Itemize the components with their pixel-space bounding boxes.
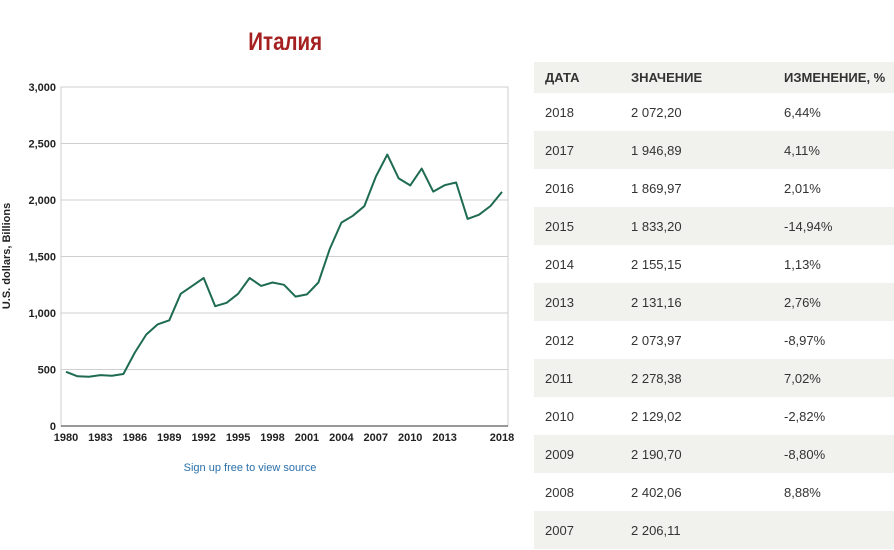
gridlines — [61, 86, 508, 427]
y-tick-label: 2,000 — [28, 195, 56, 207]
x-tick-label: 1998 — [260, 432, 284, 444]
cell-change: 2,01% — [784, 180, 821, 196]
cell-value: 2 131,16 — [620, 283, 773, 321]
table-row: 2014 2 155,15 1,13% — [534, 245, 894, 283]
cell-value: 2 072,20 — [631, 104, 682, 120]
cell-date: 2017 — [534, 131, 620, 169]
cell-date: 2008 — [545, 484, 574, 500]
series-lines — [65, 153, 503, 378]
x-tick-label: 1980 — [54, 432, 78, 444]
table-row: 2007 2 206,11 — [534, 511, 894, 549]
cell-date: 2009 — [534, 435, 620, 473]
cell-value: 2 155,15 — [631, 256, 682, 272]
cell-date: 2010 — [545, 408, 574, 424]
series-line — [65, 153, 503, 378]
cell-change: 6,44% — [784, 104, 821, 120]
table-row: 2009 2 190,70 -8,80% — [534, 435, 894, 473]
cell-date: 2012 — [545, 332, 574, 348]
chart-title: Италия — [248, 28, 323, 56]
cell-change: 8,88% — [784, 484, 821, 500]
x-tick-label: 1983 — [88, 432, 112, 444]
y-tick-label: 500 — [38, 365, 56, 377]
cell-date: 2016 — [545, 180, 574, 196]
cell-date: 2018 — [545, 104, 574, 120]
cell-date: 2014 — [545, 256, 574, 272]
table-row: 2015 1 833,20 -14,94% — [534, 207, 894, 245]
table-row: 2016 1 869,97 2,01% — [534, 169, 894, 207]
header-change: ИЗМЕНЕНИЕ, % — [773, 62, 894, 93]
x-tick-label: 2018 — [490, 432, 514, 444]
x-tick-label: 2004 — [329, 432, 354, 444]
cell-value: 2 278,38 — [620, 359, 773, 397]
cell-value: 1 946,89 — [620, 131, 773, 169]
cell-change — [773, 511, 894, 549]
table-row: 2008 2 402,06 8,88% — [534, 473, 894, 511]
sign-up-source-link[interactable]: Sign up free to view source — [183, 462, 317, 474]
cell-date: 2011 — [534, 359, 620, 397]
table-row: 2017 1 946,89 4,11% — [534, 131, 894, 169]
x-tick-label: 1986 — [123, 432, 147, 444]
table-header-row: ДАТА ЗНАЧЕНИЕ ИЗМЕНЕНИЕ, % — [534, 62, 894, 93]
header-value: ЗНАЧЕНИЕ — [620, 62, 773, 93]
table-row: 2010 2 129,02 -2,82% — [534, 397, 894, 435]
cell-value: 2 190,70 — [620, 435, 773, 473]
cell-value: 1 833,20 — [620, 207, 773, 245]
x-tick-label: 2013 — [432, 432, 456, 444]
y-tick-label: 3,000 — [28, 82, 56, 94]
cell-value: 1 869,97 — [631, 180, 682, 196]
data-table: ДАТА ЗНАЧЕНИЕ ИЗМЕНЕНИЕ, % 2018 2 072,20 6… — [534, 62, 894, 549]
cell-value: 2 206,11 — [620, 511, 773, 549]
cell-date: 2013 — [534, 283, 620, 321]
table-row: 2011 2 278,38 7,02% — [534, 359, 894, 397]
header-date: ДАТА — [534, 62, 620, 93]
cell-change: 7,02% — [773, 359, 894, 397]
cell-value: 2 073,97 — [631, 332, 682, 348]
y-axis-ticks: 0 500 1,000 1,500 2,000 2,500 3,000 — [28, 82, 56, 433]
cell-value: 2 129,02 — [631, 408, 682, 424]
cell-value: 2 402,06 — [631, 484, 682, 500]
chart-panel: Италия 0 500 1,000 1,500 2,000 2,500 3,000 198… — [1, 28, 514, 474]
cell-change: 1,13% — [784, 256, 821, 272]
cell-change: 4,11% — [773, 131, 894, 169]
y-axis-label: U.S. dollars, Billions — [1, 203, 13, 309]
y-tick-label: 1,500 — [28, 252, 56, 264]
x-tick-label: 2010 — [398, 432, 422, 444]
x-axis-ticks: 1980 1983 1986 1989 1992 1995 1998 2001 2004 2007… — [54, 432, 514, 444]
table-row: 2018 2 072,20 6,44% — [534, 93, 894, 131]
cell-date: 2015 — [534, 207, 620, 245]
y-tick-label: 0 — [50, 421, 56, 433]
x-tick-label: 1995 — [226, 432, 250, 444]
x-tick-label: 1992 — [191, 432, 215, 444]
cell-change: -8,97% — [784, 332, 826, 348]
table-row: 2013 2 131,16 2,76% — [534, 283, 894, 321]
cell-change: -2,82% — [784, 408, 826, 424]
x-tick-label: 1989 — [157, 432, 181, 444]
y-tick-label: 1,000 — [28, 308, 56, 320]
cell-change: -8,80% — [773, 435, 894, 473]
x-tick-label: 2001 — [295, 432, 319, 444]
cell-change: -14,94% — [773, 207, 894, 245]
cell-change: 2,76% — [773, 283, 894, 321]
table-row: 2012 2 073,97 -8,97% — [534, 321, 894, 359]
cell-date: 2007 — [534, 511, 620, 549]
x-tick-label: 2007 — [364, 432, 388, 444]
y-tick-label: 2,500 — [28, 139, 56, 151]
